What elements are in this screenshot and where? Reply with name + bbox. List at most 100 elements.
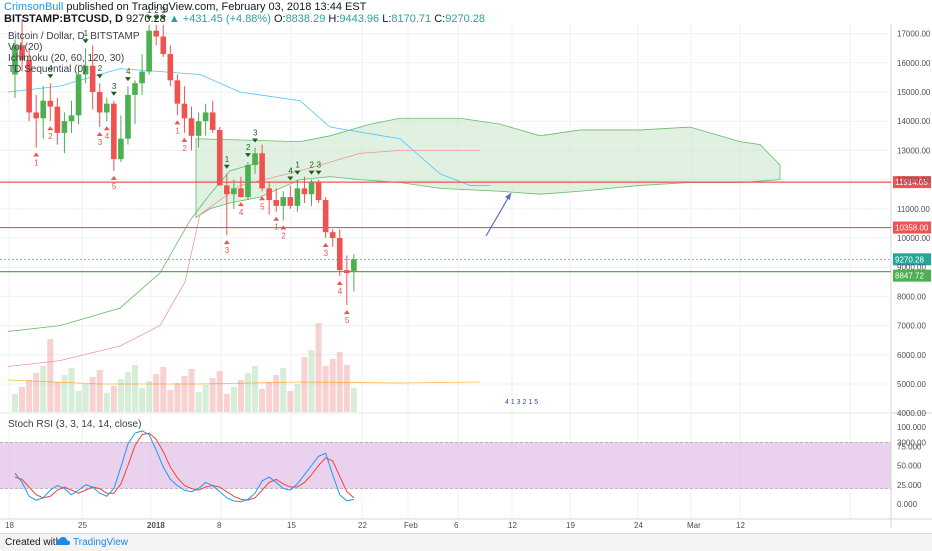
candle-body [139, 71, 145, 84]
volume-bar [110, 386, 117, 412]
candle-body [26, 59, 32, 113]
volume-marker-label: 4 1 3 2 1 5 [505, 399, 538, 406]
td-count-label: 5 [112, 182, 117, 191]
candle-body [287, 197, 294, 206]
price-tick-label: 10000.00 [897, 234, 931, 243]
volume-bar [188, 369, 195, 412]
td-buy-marker [181, 137, 188, 142]
ichimoku-lagging-span [7, 149, 480, 367]
candle-body [125, 94, 131, 139]
price-tick-label: 3000.00 [897, 438, 926, 447]
price-tick-label: 15000.00 [897, 88, 931, 97]
price-tick-label: 8000.00 [897, 292, 926, 301]
rsi-tick-label: 25.000 [897, 481, 922, 490]
candle-body [259, 153, 265, 189]
candle-body [280, 197, 287, 206]
candle-body [315, 182, 322, 201]
created-with-label: Created with [5, 537, 62, 548]
candle-body [146, 30, 152, 72]
volume-ma-line [7, 379, 481, 385]
volume-bar [294, 384, 301, 412]
volume-bar [322, 366, 329, 412]
rsi-tick-label: 75.000 [897, 442, 922, 451]
td-sell-marker [252, 138, 259, 143]
candle-body [216, 129, 223, 186]
legend-stoch-rsi: Stoch RSI (3, 3, 14, 14, close) [8, 419, 142, 430]
volume-bar [61, 375, 68, 412]
high-label: H: [328, 13, 340, 25]
price-tick-label: 16000.00 [897, 59, 931, 68]
td-count-label: 2 [281, 231, 286, 240]
td-count-label: 4 [126, 67, 131, 76]
candle-body [132, 83, 138, 95]
td-buy-marker [237, 202, 244, 207]
td-buy-marker [273, 216, 280, 221]
td-sell-marker [153, 15, 160, 20]
time-tick-label: 2018 [147, 521, 165, 530]
td-buy-marker [110, 175, 117, 180]
candle-body [40, 100, 47, 119]
candle-body [344, 270, 350, 274]
volume-bar [103, 393, 110, 412]
candle-body [96, 92, 103, 113]
cloud-icon [56, 537, 70, 545]
td-buy-marker [280, 225, 287, 230]
td-count-label: 3 [225, 246, 230, 255]
volume-bar [273, 375, 280, 412]
volume-bar [12, 394, 18, 412]
projection-arrow [485, 192, 512, 237]
td-buy-marker [33, 152, 40, 157]
time-tick-label: 18 [5, 521, 14, 530]
volume-bar [68, 368, 75, 412]
time-tick-label: Feb [404, 521, 418, 530]
author-link[interactable]: CrimsonBull [4, 1, 64, 13]
close-value: 9270.28 [445, 13, 485, 25]
legend-title: Bitcoin / Dollar, D, BITSTAMP [8, 31, 140, 42]
low-label: L: [382, 13, 392, 25]
volume-bar [181, 376, 188, 412]
td-sell-marker [223, 164, 230, 169]
td-count-label: 1 [225, 155, 230, 164]
volume-bar [252, 366, 259, 412]
volume-bar [40, 366, 47, 412]
candle-body [167, 54, 174, 81]
td-count-label: 1 [34, 158, 39, 167]
volume-bar [33, 373, 40, 412]
candle-body [103, 103, 110, 113]
candle-body [181, 103, 188, 119]
td-count-label: 4 [105, 132, 110, 141]
price-tick-label: 13000.00 [897, 146, 931, 155]
volume-bar [153, 374, 160, 412]
candle-body [174, 80, 181, 104]
open-label: O: [273, 13, 286, 25]
time-tick-label: 19 [566, 521, 575, 530]
price-tick-label: 6000.00 [897, 351, 926, 360]
td-sell-marker [47, 74, 54, 79]
legend-volume: Vol (20) [8, 42, 43, 53]
price-tick-label: 4000.00 [897, 409, 926, 418]
close-label: C: [434, 13, 446, 25]
price-level-tag [893, 176, 931, 189]
candle-body [224, 185, 230, 195]
volume-bar [230, 387, 237, 412]
td-sell-marker [244, 153, 251, 158]
stoch-rsi-k-line [14, 430, 354, 503]
candle-body [47, 100, 54, 107]
time-tick-label: Mar [687, 521, 701, 530]
candle-body [266, 188, 272, 201]
time-tick-label: 25 [78, 521, 87, 530]
candle-body [294, 188, 301, 206]
td-buy-marker [322, 243, 329, 247]
volume-bar [259, 389, 266, 412]
td-sell-marker [287, 176, 294, 181]
candle-body [12, 45, 18, 75]
candle-body [82, 65, 89, 75]
legend-td-sequential: TD Sequential (0) [8, 64, 87, 75]
candle-body [61, 121, 68, 133]
td-buy-marker [47, 126, 54, 131]
rsi-tick-label: 100.000 [897, 423, 926, 432]
td-sell-marker [160, 15, 167, 20]
tradingview-link[interactable]: TradingView [73, 537, 129, 548]
td-sell-marker [96, 74, 103, 79]
